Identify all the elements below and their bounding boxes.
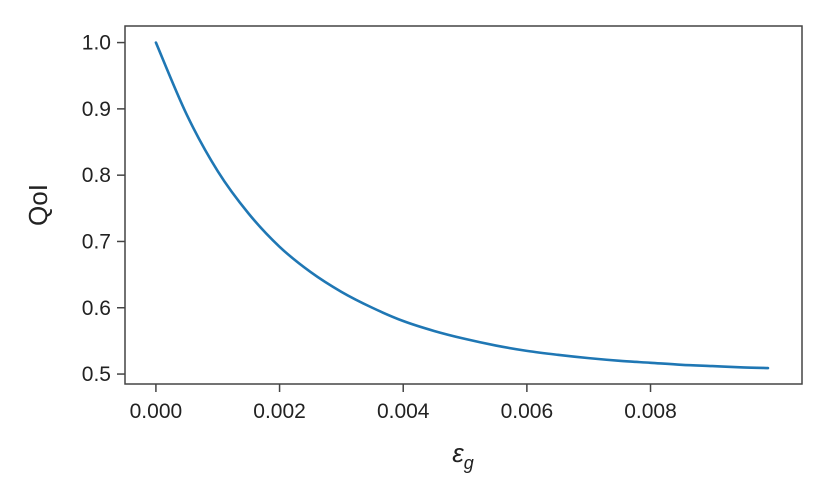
y-tick-label: 0.9: [82, 98, 111, 121]
x-tick-label: 0.004: [377, 400, 430, 423]
y-axis-ticks: 0.5 0.6 0.7 0.8 0.9 1.0: [82, 32, 125, 386]
plot-frame: [124, 25, 803, 385]
x-tick-label: 0.000: [130, 400, 183, 423]
x-axis-title-subscript: g: [464, 453, 474, 473]
x-axis-ticks: 0.000 0.002 0.004 0.006 0.008: [130, 384, 677, 423]
x-tick-label: 0.008: [624, 400, 677, 423]
x-tick-label: 0.006: [501, 400, 554, 423]
y-tick-label: 0.5: [82, 363, 111, 386]
y-tick-label: 0.7: [82, 230, 111, 253]
x-axis-title-main: ε: [452, 438, 464, 468]
y-tick-label: 1.0: [82, 32, 111, 55]
y-tick-label: 0.6: [82, 297, 111, 320]
x-tick-label: 0.002: [253, 400, 306, 423]
y-axis-title: QoI: [23, 184, 53, 226]
x-axis-title: εg: [452, 438, 473, 473]
data-series-line: [154, 41, 770, 370]
y-tick-label: 0.8: [82, 164, 111, 187]
